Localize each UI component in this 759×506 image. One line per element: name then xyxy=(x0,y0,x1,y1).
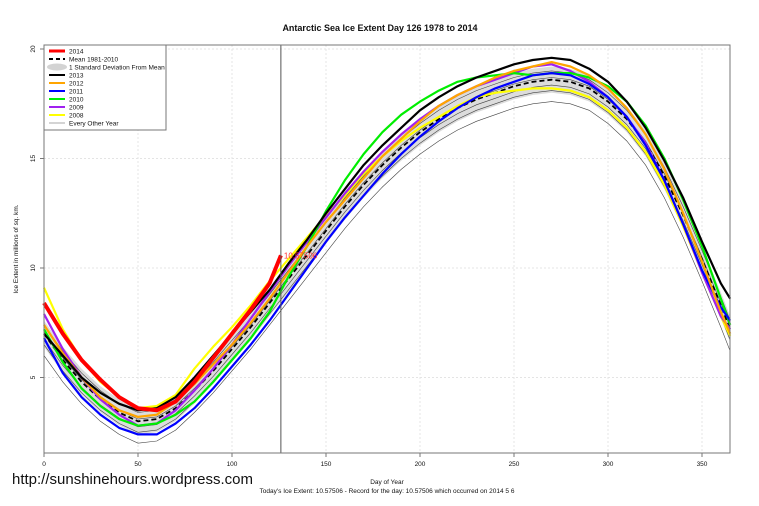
x-tick-label: 0 xyxy=(42,461,46,468)
watermark-url: http://sunshinehours.wordpress.com xyxy=(12,471,253,488)
x-tick-label: 150 xyxy=(321,461,332,468)
x-axis-label: Day of Year xyxy=(370,479,404,486)
legend-label: 2009 xyxy=(69,105,84,112)
legend-label: 2013 xyxy=(69,73,84,80)
legend-label: 2011 xyxy=(69,89,83,96)
legend-swatch-band xyxy=(47,63,67,71)
std-dev-band-area xyxy=(44,66,731,435)
y-axis: 5 10 15 20 xyxy=(30,45,44,379)
footer-record-text: Today's Ice Extent: 10.57506 - Record fo… xyxy=(260,488,515,495)
legend-label: 2012 xyxy=(69,81,84,88)
series-line-2012 xyxy=(43,60,732,418)
series-line-2014 xyxy=(42,254,283,413)
y-tick-label: 10 xyxy=(30,264,37,272)
std-dev-band xyxy=(44,66,731,435)
x-axis: 0 50 100 150 200 250 300 350 xyxy=(42,453,708,468)
legend-label: 2014 xyxy=(69,49,84,56)
x-tick-label: 350 xyxy=(697,461,708,468)
other-year-line xyxy=(43,101,731,444)
y-tick-label: 5 xyxy=(30,375,37,379)
series-lines xyxy=(42,56,732,436)
y-axis-label: Ice Extent in millions of sq. km. xyxy=(13,204,20,293)
legend-label: Mean 1981-2010 xyxy=(69,57,119,64)
legend-label: Every Other Year xyxy=(69,121,119,128)
legend-label: 2008 xyxy=(69,113,84,120)
legend-label: 2010 xyxy=(69,97,84,104)
legend-label: 1 Standard Deviation From Mean xyxy=(69,65,165,72)
series-line-mean-1981-2010 xyxy=(43,78,732,423)
x-tick-label: 200 xyxy=(415,461,426,468)
current-value-label: 10.57506 xyxy=(284,251,318,260)
y-tick-label: 20 xyxy=(30,45,37,53)
chart-title: Antarctic Sea Ice Extent Day 126 1978 to… xyxy=(282,23,477,33)
series-line-2008 xyxy=(42,87,732,410)
other-year-line xyxy=(43,90,731,433)
x-tick-label: 250 xyxy=(509,461,520,468)
x-tick-label: 50 xyxy=(134,461,142,468)
other-year-line xyxy=(43,84,731,428)
x-tick-label: 300 xyxy=(603,461,614,468)
x-tick-label: 100 xyxy=(227,461,238,468)
series-line-2011 xyxy=(43,71,732,436)
series-line-2013 xyxy=(43,56,732,412)
plot-frame xyxy=(43,44,731,454)
y-tick-label: 15 xyxy=(30,155,37,163)
